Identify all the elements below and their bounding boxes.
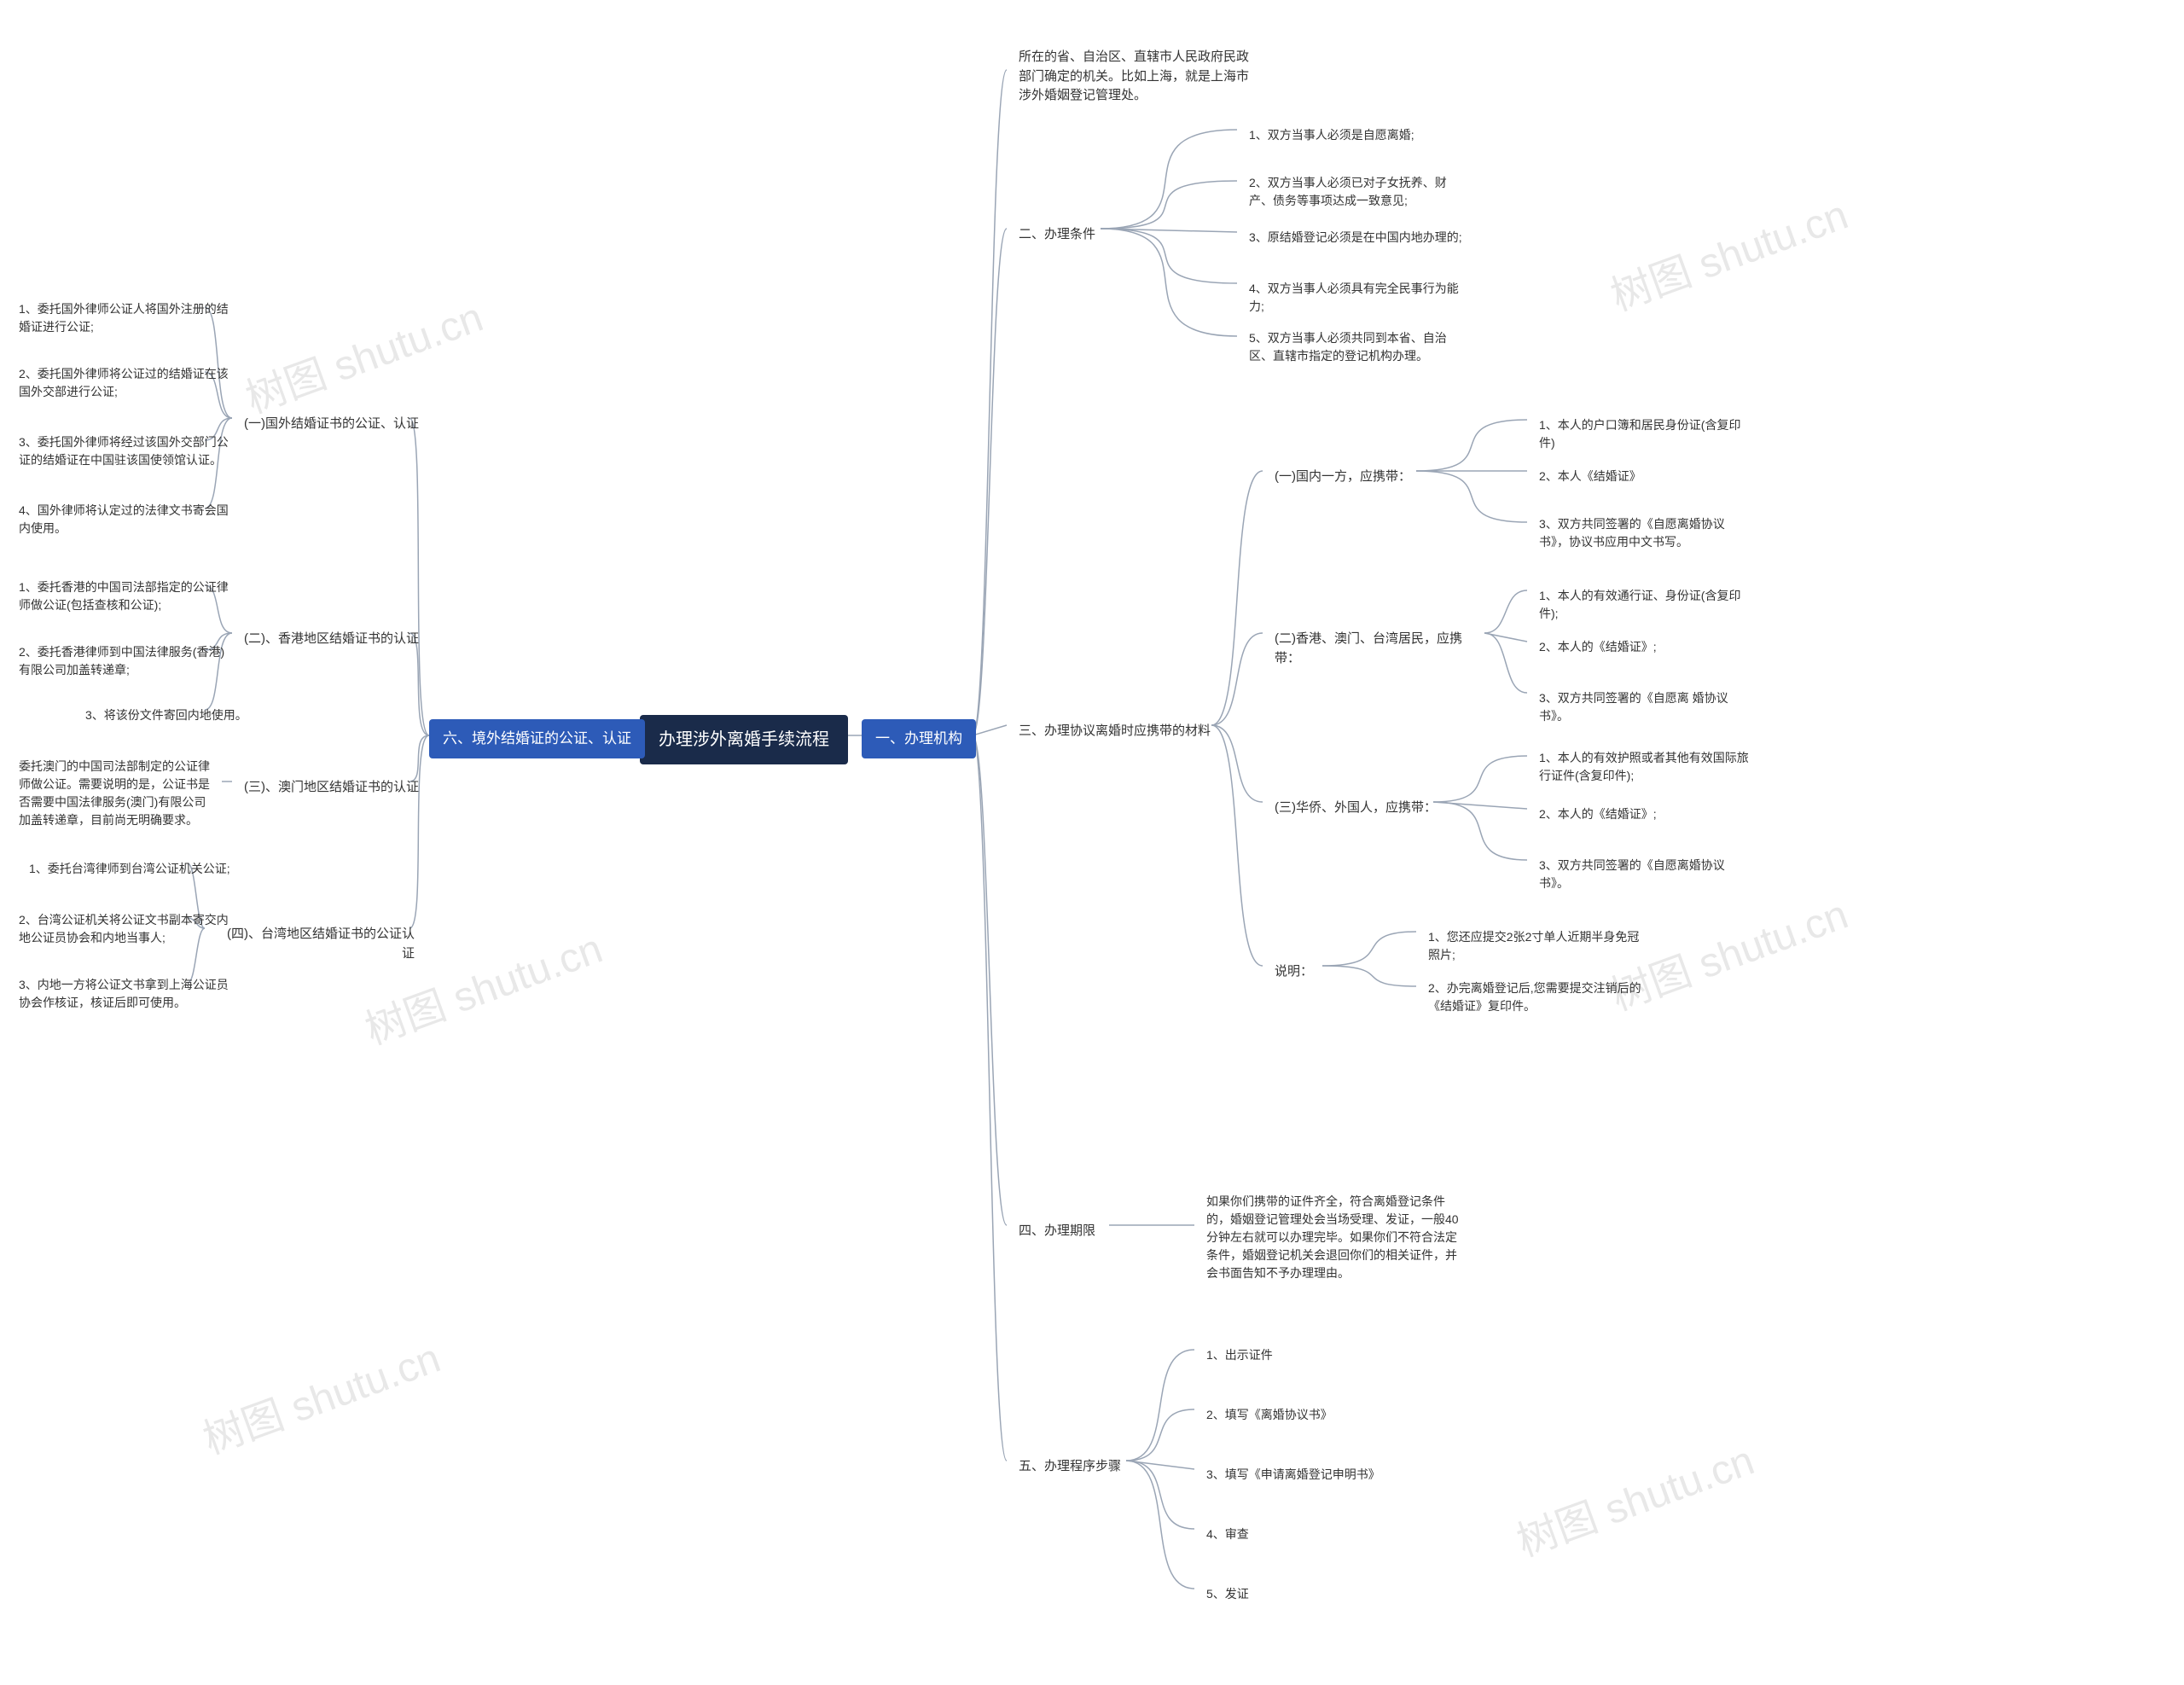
- right-child-2: 三、办理协议离婚时应携带的材料: [1007, 715, 1223, 748]
- right-child-3: 四、办理期限: [1007, 1215, 1107, 1248]
- r4-leaf-4: 5、发证: [1194, 1578, 1261, 1610]
- l3-leaf-1: 2、台湾公证机关将公证文书副本寄交内地公证员协会和内地当事人;: [7, 904, 246, 954]
- r1-leaf-3: 4、双方当事人必须具有完全民事行为能力;: [1237, 273, 1476, 322]
- watermark: 树图 shutu.cn: [236, 283, 490, 424]
- r4-leaf-3: 4、审查: [1194, 1519, 1261, 1550]
- left-child-2: (三)、澳门地区结婚证书的认证: [232, 771, 431, 805]
- r3-leaf-0: 如果你们携带的证件齐全，符合离婚登记条件的，婚姻登记管理处会当场受理、发证，一般…: [1194, 1186, 1476, 1289]
- r1-leaf-2: 3、原结婚登记必须是在中国内地办理的;: [1237, 222, 1474, 253]
- root-node: 办理涉外离婚手续流程: [640, 715, 848, 764]
- r2-sub-2: (三)华侨、外国人，应携带：: [1263, 792, 1449, 825]
- branch-left: 六、境外结婚证的公证、认证: [429, 719, 645, 758]
- r2-0-leaf-1: 2、本人《结婚证》: [1527, 461, 1653, 492]
- r2-0-leaf-0: 1、本人的户口簿和居民身份证(含复印件): [1527, 410, 1766, 459]
- r2-2-leaf-2: 3、双方共同签署的《自愿离婚协议书》。: [1527, 850, 1766, 899]
- r2-1-leaf-1: 2、本人的《结婚证》;: [1527, 631, 1669, 663]
- left-child-0: (一)国外结婚证书的公证、认证: [232, 408, 431, 441]
- r2-0-leaf-2: 3、双方共同签署的《自愿离婚协议书》，协议书应用中文书写。: [1527, 508, 1766, 558]
- right-child-4: 五、办理程序步骤: [1007, 1450, 1133, 1484]
- branch-right: 一、办理机构: [862, 719, 976, 758]
- r2-1-leaf-0: 1、本人的有效通行证、身份证(含复印件);: [1527, 580, 1766, 630]
- r1-leaf-4: 5、双方当事人必须共同到本省、自治区、直辖市指定的登记机构办理。: [1237, 322, 1476, 372]
- r2-1-leaf-2: 3、双方共同签署的《自愿离 婚协议书》。: [1527, 683, 1766, 732]
- r1-leaf-1: 2、双方当事人必须已对子女抚养、财产、债务等事项达成一致意见;: [1237, 167, 1476, 217]
- l0-leaf-3: 4、国外律师将认定过的法律文书寄会国内使用。: [7, 495, 246, 544]
- r2-2-leaf-1: 2、本人的《结婚证》;: [1527, 799, 1669, 830]
- r2-sub-1: (二)香港、澳门、台湾居民，应携带：: [1263, 623, 1493, 675]
- r2-sub-0: (一)国内一方，应携带：: [1263, 461, 1423, 494]
- r2-sub-3: 说明：: [1263, 956, 1325, 989]
- l3-leaf-0: 1、委托台湾律师到台湾公证机关公证;: [17, 853, 242, 885]
- r1-leaf-0: 1、双方当事人必须是自愿离婚;: [1237, 119, 1426, 151]
- r4-leaf-0: 1、出示证件: [1194, 1339, 1285, 1371]
- l1-leaf-1: 2、委托香港律师到中国法律服务(香港)有限公司加盖转递章;: [7, 636, 246, 686]
- l0-leaf-1: 2、委托国外律师将公证过的结婚证在该国外交部进行公证;: [7, 358, 246, 408]
- r2-2-leaf-0: 1、本人的有效护照或者其他有效国际旅行证件(含复印件);: [1527, 742, 1766, 792]
- r2-3-leaf-1: 2、办完离婚登记后,您需要提交注销后的《结婚证》复印件。: [1416, 973, 1655, 1022]
- l0-leaf-2: 3、委托国外律师将经过该国外交部门公证的结婚证在中国驻该国使领馆认证。: [7, 427, 246, 476]
- left-child-1: (二)、香港地区结婚证书的认证: [232, 623, 431, 656]
- l1-leaf-2: 3、将该份文件寄回内地使用。: [73, 700, 259, 731]
- watermark: 树图 shutu.cn: [194, 1324, 447, 1465]
- r4-leaf-2: 3、填写《申请离婚登记申明书》: [1194, 1459, 1392, 1490]
- l2-leaf-0: 委托澳门的中国司法部制定的公证律师做公证。需要说明的是，公证书是否需要中国法律服…: [7, 751, 229, 836]
- right-child-0: 所在的省、自治区、直辖市人民政府民政部门确定的机关。比如上海，就是上海市涉外婚姻…: [1007, 41, 1263, 113]
- l3-leaf-2: 3、内地一方将公证文书拿到上海公证员协会作核证，核证后即可使用。: [7, 969, 246, 1019]
- right-child-1: 二、办理条件: [1007, 218, 1107, 252]
- watermark: 树图 shutu.cn: [1507, 1426, 1761, 1567]
- r2-3-leaf-0: 1、您还应提交2张2寸单人近期半身免冠照片;: [1416, 921, 1655, 971]
- connectors: [0, 0, 2184, 1685]
- l0-leaf-0: 1、委托国外律师公证人将国外注册的结婚证进行公证;: [7, 293, 246, 343]
- l1-leaf-0: 1、委托香港的中国司法部指定的公证律师做公证(包括查核和公证);: [7, 572, 246, 621]
- r4-leaf-1: 2、填写《离婚协议书》: [1194, 1399, 1345, 1431]
- watermark: 树图 shutu.cn: [1601, 181, 1855, 322]
